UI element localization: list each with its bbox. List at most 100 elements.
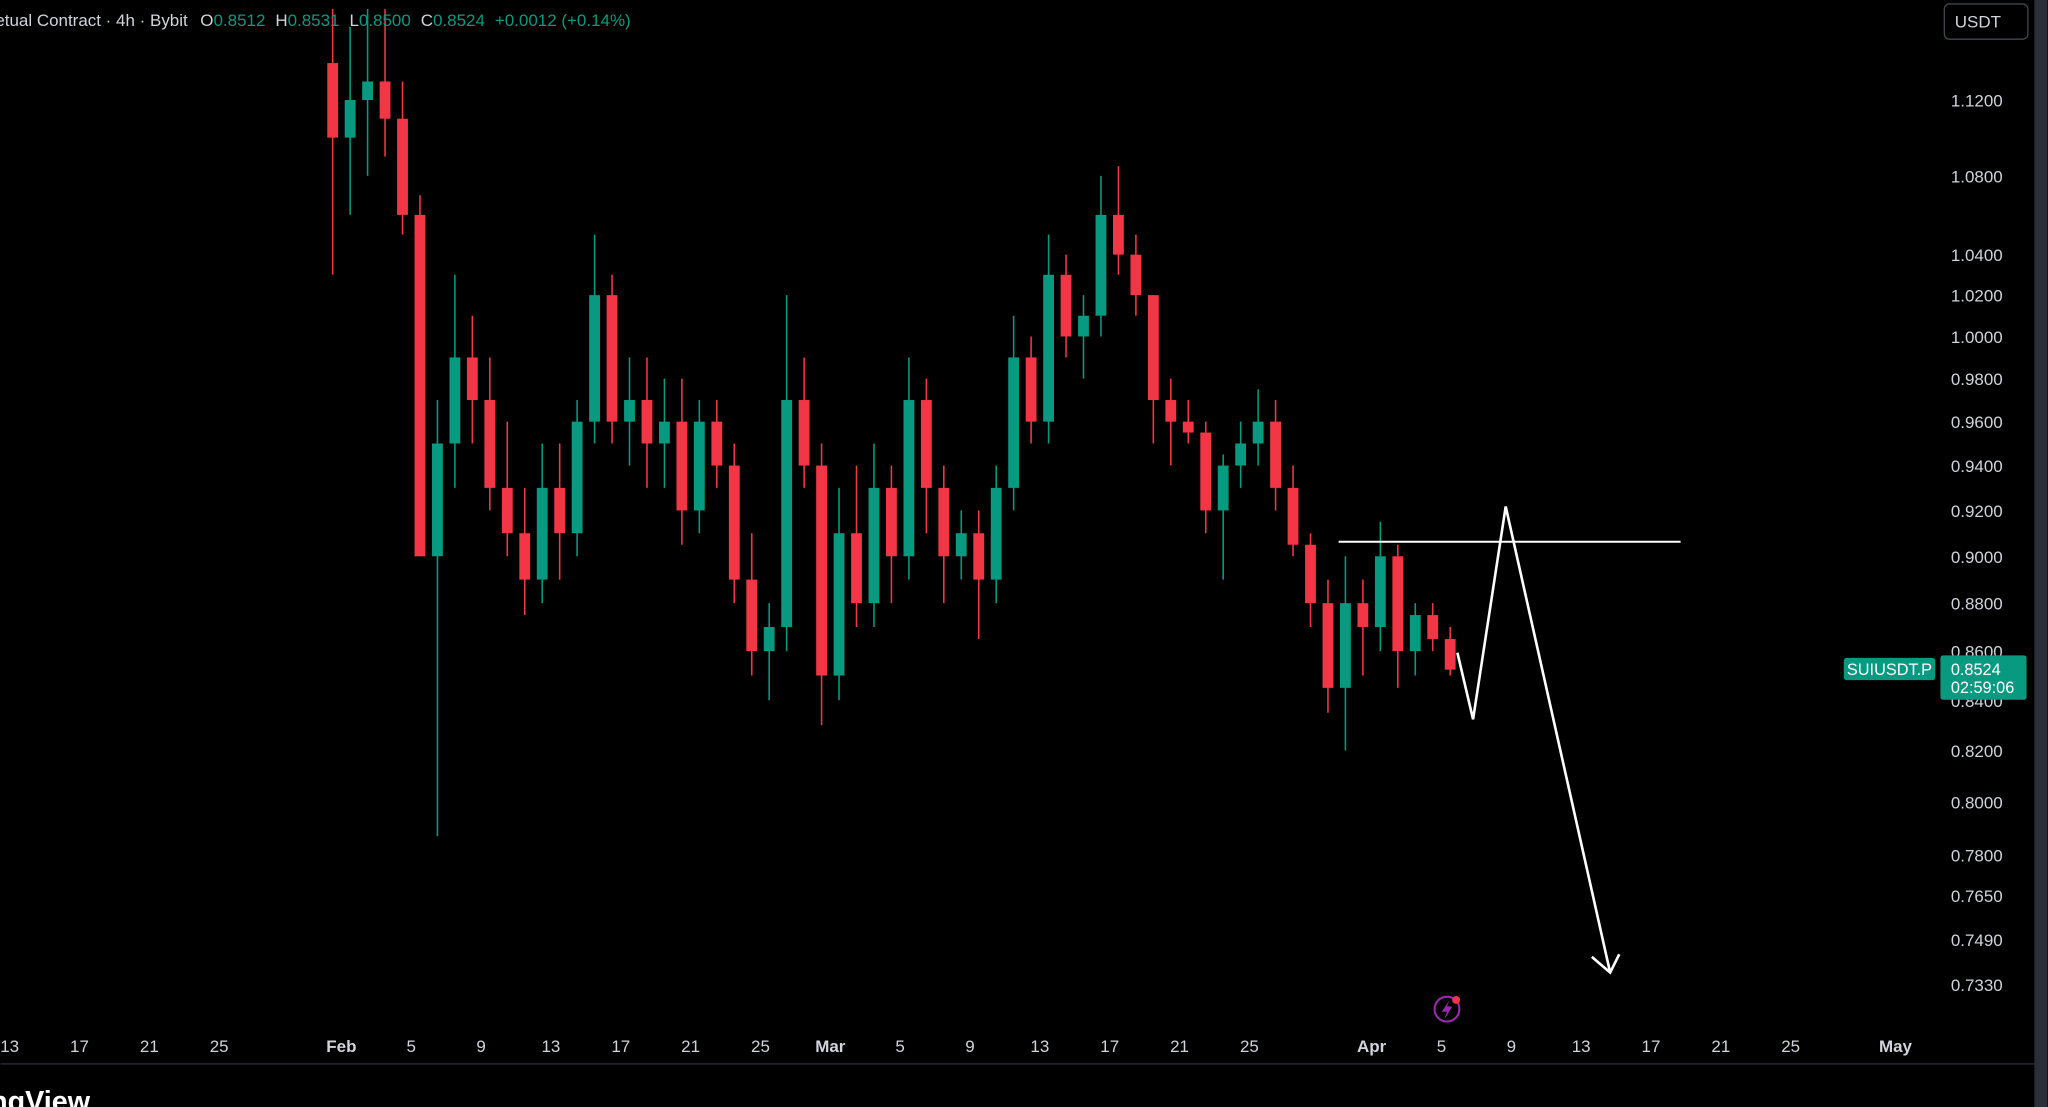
- candle-body: [1008, 357, 1020, 488]
- candle-body: [589, 295, 600, 422]
- x-tick-label: 21: [1711, 1037, 1730, 1056]
- candle-body: [955, 533, 967, 557]
- symbol-badge-label: SUIUSDT.P: [1847, 661, 1932, 679]
- y-tick-label: 1.0800: [1951, 167, 2003, 186]
- candle-body: [1217, 465, 1229, 511]
- x-tick-label: May: [1879, 1037, 1913, 1056]
- legend-symbol: etual Contract · 4h · Bybit: [0, 11, 188, 30]
- legend-value: 0.8512: [213, 11, 265, 30]
- y-tick-label: 0.7490: [1951, 931, 2003, 950]
- x-tick-label: 9: [965, 1037, 974, 1056]
- candle-body: [1305, 544, 1316, 604]
- y-tick-label: 1.0200: [1951, 287, 2003, 306]
- candle-body: [571, 421, 583, 534]
- y-tick-label: 0.8800: [1951, 595, 2003, 614]
- legend-key: O: [200, 11, 213, 30]
- candle-body: [1287, 487, 1299, 545]
- candle-body: [851, 533, 862, 604]
- symbol-badge: [1843, 657, 1936, 681]
- y-tick-label: 0.7330: [1951, 976, 2003, 995]
- drawn-arrowhead: [1591, 953, 1621, 975]
- y-tick-label: 1.0400: [1951, 246, 2003, 265]
- candle-body: [536, 487, 548, 580]
- legend-key: L: [349, 11, 358, 30]
- y-tick-label: 0.8000: [1951, 794, 2003, 813]
- candle-body: [1113, 214, 1124, 255]
- alert-dot: [1452, 996, 1461, 1004]
- candle-body: [990, 487, 1002, 580]
- candle-body: [1340, 603, 1351, 688]
- candle-body: [693, 421, 705, 511]
- candle-body: [746, 579, 758, 652]
- x-tick-label: 9: [476, 1037, 485, 1056]
- y-tick-label: 0.9200: [1951, 502, 2003, 521]
- candle-body: [432, 443, 443, 557]
- candle-body: [554, 487, 566, 534]
- x-tick-label: 13: [541, 1037, 560, 1056]
- candle-body: [1165, 400, 1177, 422]
- x-tick-label: 17: [70, 1037, 89, 1056]
- candle-body: [938, 487, 950, 557]
- currency-button[interactable]: [1943, 3, 2029, 40]
- x-tick-label: 5: [1437, 1037, 1446, 1056]
- legend-value: 0.8524: [433, 11, 485, 30]
- candle-body: [1025, 357, 1037, 422]
- candle-body: [1182, 421, 1194, 433]
- candle-body: [1322, 603, 1334, 688]
- candle-body: [868, 487, 880, 604]
- candle-body: [1130, 254, 1142, 296]
- legend-key: C: [421, 11, 433, 30]
- candle-body: [1270, 421, 1281, 488]
- price-axis: 1.1200 1.0800 1.0400 1.0200 1.0000 0.9800 0.96…: [1939, 92, 2003, 995]
- x-tick-label: Mar: [815, 1037, 846, 1056]
- alert-icon-bolt: [1441, 999, 1453, 1020]
- candle-body: [466, 357, 478, 401]
- candle-body: [519, 533, 531, 580]
- candle-body: [1374, 556, 1386, 628]
- alert-icon[interactable]: [1433, 995, 1461, 1023]
- y-tick-label: 0.9000: [1951, 548, 2003, 567]
- y-tick-label: 0.9400: [1951, 457, 2003, 476]
- candle-body: [641, 400, 653, 444]
- legend-value: 0.8531: [288, 11, 340, 30]
- candle-body: [973, 533, 985, 580]
- x-tick-label: 21: [140, 1037, 159, 1056]
- x-tick-label: Feb: [326, 1037, 356, 1056]
- legend-change: +0.0012 (+0.14%): [495, 11, 631, 30]
- x-tick-label: 25: [210, 1037, 229, 1056]
- y-tick-label: 0.8200: [1951, 742, 2003, 761]
- x-tick-label: 13: [1030, 1037, 1049, 1056]
- candle-body: [798, 400, 810, 466]
- y-tick-label: 0.7650: [1951, 887, 2003, 906]
- x-tick-label: Apr: [1357, 1037, 1387, 1056]
- x-tick-label: 5: [895, 1037, 904, 1056]
- candle-body: [728, 465, 740, 580]
- candle-body: [659, 421, 670, 444]
- candle-body: [624, 400, 635, 422]
- price-badge-countdown: 02:59:06: [1951, 679, 2014, 697]
- x-tick-label: 21: [1170, 1037, 1189, 1056]
- x-tick-label: 17: [611, 1037, 630, 1056]
- candle-body: [1078, 315, 1089, 337]
- candle-body: [1235, 443, 1247, 466]
- y-tick-label: 0.7800: [1951, 846, 2003, 865]
- time-axis: 13 17 21 25 Feb 5 9 13 17 21 25 Mar 5 9 13 17 21 25 Apr 5 9 1…: [0, 1024, 1913, 1056]
- candle-body: [1147, 295, 1159, 401]
- candle-body: [676, 421, 688, 511]
- x-tick-label: 17: [1100, 1037, 1119, 1056]
- candle-body: [484, 400, 496, 488]
- drawn-path: [1456, 506, 1612, 973]
- y-tick-label: 1.0000: [1951, 328, 2003, 347]
- currency-button-label[interactable]: USDT: [1955, 12, 2001, 31]
- x-tick-label: 9: [1507, 1037, 1516, 1056]
- candle-body: [1252, 421, 1264, 444]
- candle-body: [920, 400, 932, 488]
- candle-body: [781, 400, 793, 628]
- candle-body: [1095, 214, 1107, 316]
- candle-body: [449, 357, 461, 444]
- legend-value: 0.8500: [359, 11, 411, 30]
- candle-body: [606, 295, 618, 422]
- candle-body: [1357, 603, 1369, 628]
